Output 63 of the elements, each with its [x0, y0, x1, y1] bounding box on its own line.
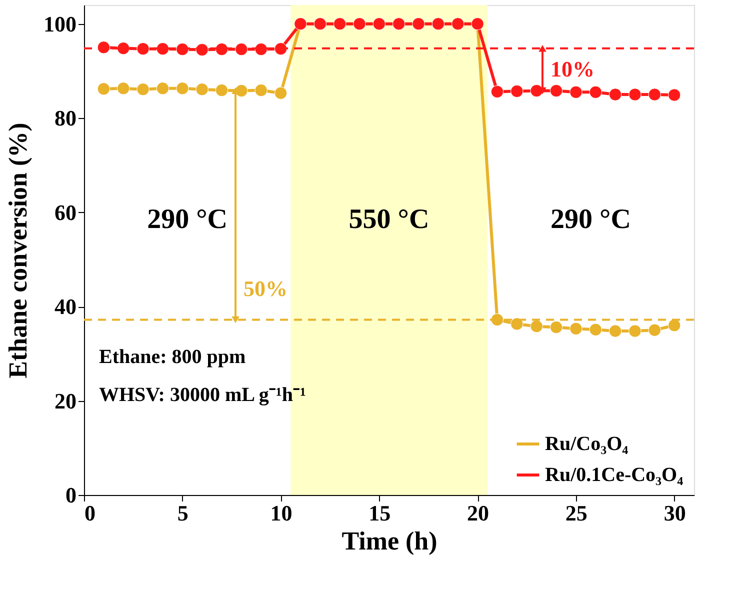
point — [608, 324, 622, 338]
point — [196, 43, 208, 56]
point — [550, 84, 563, 98]
point — [254, 42, 268, 56]
legend-label: Ru/0.1Ce-Co₃O₄ — [545, 464, 684, 486]
y-tick-label: 40 — [54, 294, 76, 320]
x-tick-label: 20 — [467, 500, 490, 526]
x-tick-label: 10 — [270, 500, 292, 526]
point — [254, 84, 268, 97]
legend-label: Ru/Co₃O₄ — [545, 433, 628, 455]
point — [570, 322, 582, 336]
annotation: 290 °C — [550, 204, 631, 235]
y-tick-label: 60 — [54, 200, 76, 225]
x-tick-label: 0 — [84, 500, 96, 526]
point — [490, 85, 504, 98]
point — [97, 41, 110, 54]
point — [490, 313, 504, 326]
point — [648, 88, 662, 101]
point — [116, 82, 130, 95]
annotation: 550 °C — [348, 204, 430, 235]
x-tick-label: 5 — [177, 500, 188, 526]
point — [215, 42, 228, 56]
y-tick-label: 0 — [66, 482, 76, 508]
point — [530, 320, 543, 333]
point — [136, 82, 150, 96]
point — [156, 82, 170, 95]
y-tick-label: 20 — [54, 388, 76, 414]
point — [176, 82, 189, 95]
point — [628, 88, 642, 101]
point — [589, 86, 602, 99]
point — [274, 86, 288, 100]
point — [176, 42, 189, 56]
point — [570, 86, 582, 99]
point — [156, 42, 170, 56]
point — [196, 82, 208, 96]
point — [215, 84, 228, 97]
point — [648, 324, 662, 336]
annotation: 290 °C — [147, 204, 228, 235]
point — [530, 84, 543, 98]
point — [235, 42, 248, 56]
point — [510, 318, 524, 330]
x-tick-label: 30 — [664, 500, 686, 526]
x-tick-label: 25 — [565, 500, 588, 526]
point — [628, 324, 642, 338]
annotation: WHSV: 30000 mL g⁻¹h⁻¹ — [99, 384, 306, 406]
point — [235, 84, 248, 98]
point — [550, 320, 563, 334]
y-tick-label: 80 — [54, 106, 76, 131]
point — [97, 82, 110, 96]
annotation: 50% — [244, 276, 288, 301]
point — [510, 84, 524, 98]
point — [668, 88, 681, 102]
x-axis-title: Time (h) — [342, 526, 438, 556]
point — [274, 42, 288, 56]
annotation: Ethane: 800 ppm — [99, 346, 246, 368]
point — [668, 319, 681, 332]
point — [608, 88, 622, 101]
y-tick-label: 100 — [44, 11, 76, 36]
annotation: 10% — [550, 56, 594, 82]
point — [589, 323, 602, 336]
point — [116, 42, 130, 55]
x-tick-label: 15 — [368, 500, 391, 526]
y-axis-title: Ethane conversion (%) — [4, 122, 32, 378]
